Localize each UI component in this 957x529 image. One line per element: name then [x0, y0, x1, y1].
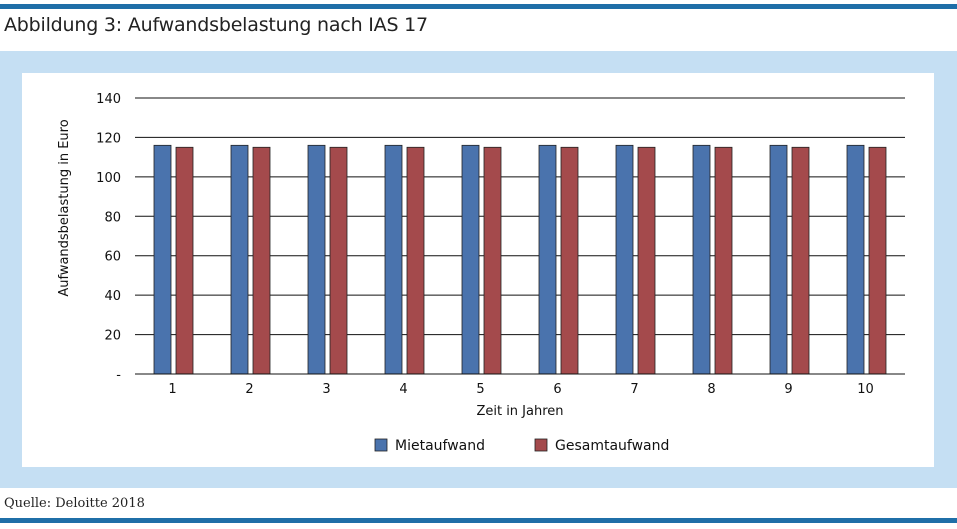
bars [135, 144, 905, 375]
bar-mietaufwand [692, 144, 711, 375]
y-tick-labels: - 20 40 60 80 100 120 140 [96, 92, 121, 383]
legend-label-mietaufwand: Mietaufwand [395, 438, 485, 454]
x-tick-label: 6 [553, 382, 561, 397]
bottom-rule [0, 518, 957, 523]
x-tick-label: 3 [322, 382, 330, 397]
bar-gesamtaufwand [483, 146, 502, 375]
x-tick-label: 7 [630, 382, 638, 397]
bar-mietaufwand [538, 144, 557, 375]
y-axis-label: Aufwandsbelastung in Euro [57, 119, 72, 296]
bar-gesamtaufwand [175, 146, 194, 375]
legend-swatch-mietaufwand [374, 438, 388, 452]
y-tick-label: 20 [104, 329, 121, 344]
legend-swatch-gesamtaufwand [534, 438, 548, 452]
y-tick-label: 60 [104, 250, 121, 265]
grid-lines [135, 97, 905, 375]
x-tick-label: 10 [857, 382, 874, 397]
bar-mietaufwand [153, 144, 172, 375]
source-note: Quelle: Deloitte 2018 [4, 496, 145, 511]
bar-mietaufwand [615, 144, 634, 375]
x-tick-label: 8 [707, 382, 715, 397]
x-tick-label: 9 [784, 382, 792, 397]
x-tick-labels: 1 2 3 4 5 6 7 8 9 10 [168, 382, 873, 397]
top-rule [0, 4, 957, 9]
bar-gesamtaufwand [714, 146, 733, 375]
figure-title: Abbildung 3: Aufwandsbelastung nach IAS … [4, 14, 428, 36]
bar-gesamtaufwand [252, 146, 271, 375]
bar-mietaufwand [461, 144, 480, 375]
legend: Mietaufwand Gesamtaufwand [374, 438, 669, 454]
bar-mietaufwand [846, 144, 865, 375]
bar-gesamtaufwand [791, 146, 810, 375]
bar-mietaufwand [769, 144, 788, 375]
bar-gesamtaufwand [868, 146, 887, 375]
x-tick-label: 2 [245, 382, 253, 397]
bar-gesamtaufwand [637, 146, 656, 375]
bar-mietaufwand [384, 144, 403, 375]
y-tick-label: 100 [96, 171, 121, 186]
y-tick-label: 40 [104, 289, 121, 304]
bar-gesamtaufwand [329, 146, 348, 375]
y-tick-label: 120 [96, 131, 121, 146]
bar-gesamtaufwand [406, 146, 425, 375]
y-tick-label: 80 [104, 210, 121, 225]
x-axis-label: Zeit in Jahren [476, 404, 563, 419]
x-tick-label: 1 [168, 382, 176, 397]
bar-mietaufwand [230, 144, 249, 375]
bar-gesamtaufwand [560, 146, 579, 375]
x-tick-label: 4 [399, 382, 407, 397]
y-tick-label: 140 [96, 92, 121, 107]
x-tick-label: 5 [476, 382, 484, 397]
y-tick-label: - [116, 368, 121, 383]
bar-mietaufwand [307, 144, 326, 375]
legend-label-gesamtaufwand: Gesamtaufwand [555, 438, 669, 454]
